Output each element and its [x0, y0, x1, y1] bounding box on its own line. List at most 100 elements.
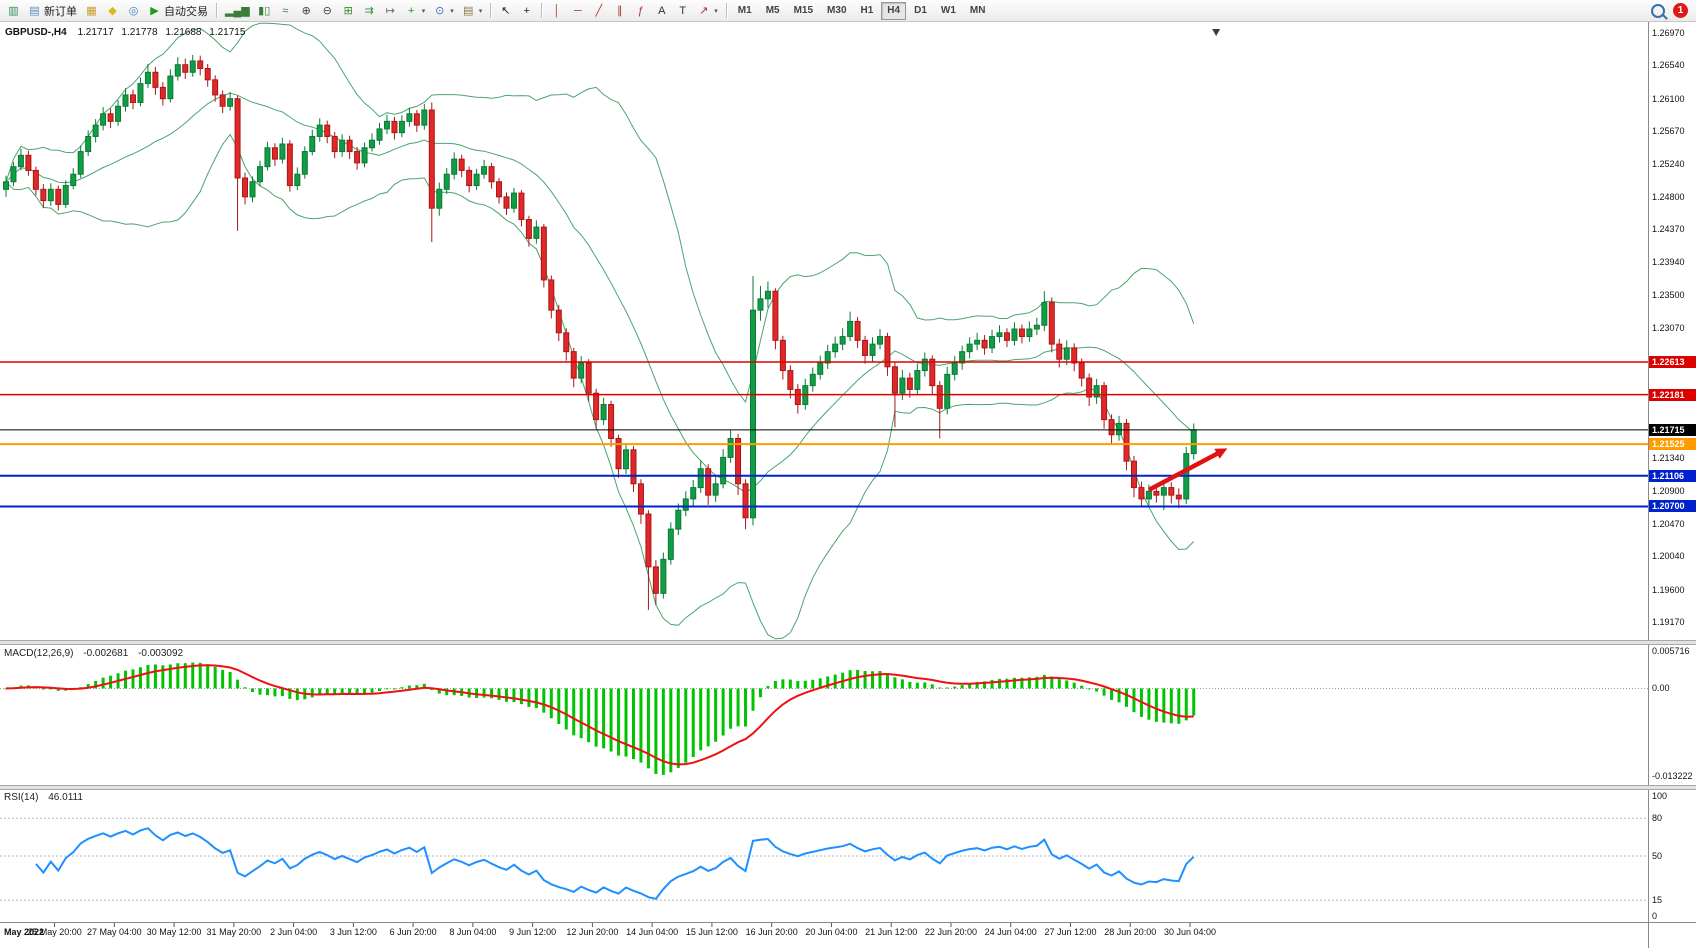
- tile-windows-icon-glyph: ⊞: [343, 4, 353, 17]
- rsi-name: RSI(14): [4, 792, 39, 803]
- vertical-line-icon-glyph: │: [553, 4, 561, 17]
- new-order-button-label: 新订单: [44, 5, 77, 18]
- time-scale-border: [0, 922, 1696, 923]
- timeframe-w1[interactable]: W1: [940, 4, 956, 16]
- metaeditor-icon[interactable]: ◆: [102, 1, 123, 21]
- trend-arrow-annotation[interactable]: [1147, 448, 1228, 492]
- macd-main-value: -0.002681: [83, 648, 129, 659]
- bar-chart-icon-glyph: ▂▄▆: [225, 4, 250, 17]
- arrows-icon-glyph: ↗: [699, 4, 709, 17]
- ohlc-open: 1.21717: [77, 27, 114, 38]
- macd-indicator-label: MACD(12,26,9) -0.002681 -0.003092: [4, 648, 190, 659]
- crosshair-icon-glyph: +: [523, 4, 530, 17]
- tile-windows-icon[interactable]: ⊞: [338, 1, 359, 21]
- zoom-out-icon-glyph: ⊖: [322, 4, 332, 17]
- macd-layer: [0, 662, 1648, 775]
- new-order-button[interactable]: ▤ 新订单: [24, 1, 81, 21]
- timeframe-m1[interactable]: M1: [737, 4, 752, 16]
- toolbar-separator: [490, 3, 492, 18]
- panel-splitter-rsi[interactable]: [0, 785, 1696, 790]
- toolbar-separator: [541, 3, 543, 18]
- trendline-icon-glyph: ╱: [595, 4, 603, 17]
- auto-scroll-icon[interactable]: ⇉: [359, 1, 380, 21]
- notification-badge[interactable]: 1: [1673, 3, 1688, 18]
- cursor-icon[interactable]: ↖: [495, 1, 516, 21]
- chart-shift-icon[interactable]: ↦: [380, 1, 401, 21]
- cursor-icon-glyph: ↖: [501, 4, 511, 17]
- time-scale[interactable]: [0, 923, 1648, 948]
- candlestick-chart-icon[interactable]: ▮▯: [254, 1, 275, 21]
- text-label-icon-glyph: T: [679, 4, 687, 17]
- ohlc-high: 1.21778: [121, 27, 158, 38]
- crosshair-icon[interactable]: +: [516, 1, 537, 21]
- strategy-tester-icon[interactable]: ◎: [123, 1, 144, 21]
- metaeditor-icon-glyph: ◆: [108, 4, 117, 17]
- app-icon[interactable]: ▥: [3, 1, 24, 21]
- vertical-line-icon[interactable]: │: [546, 1, 567, 21]
- timeframe-m15[interactable]: M15: [793, 4, 814, 16]
- fibonacci-icon[interactable]: ƒ: [630, 1, 651, 21]
- bollinger-layer: [5, 22, 1195, 640]
- toolbar: ▥ ▤ 新订单 ▦ ◆ ◎ ▶ 自动交易 ▂▄▆ ▮▯ ≈ ⊕ ⊖ ⊞ ⇉ ↦ + ▾ ⊙ ▾ ▤ ▾ ↖ + │ ─ ╱ ∥ ƒ A T ↗…: [0, 0, 1696, 22]
- macd-signal-value: -0.003092: [138, 648, 184, 659]
- timeframe-h1[interactable]: H1: [860, 4, 874, 16]
- indicators-icon[interactable]: + ▾: [401, 1, 430, 21]
- templates-icon[interactable]: ▤ ▾: [458, 1, 487, 21]
- macd-name: MACD(12,26,9): [4, 648, 74, 659]
- line-chart-icon-glyph: ≈: [282, 4, 289, 17]
- rsi-layer: [0, 817, 1648, 901]
- new-order-button-glyph: ▤: [29, 4, 40, 17]
- toolbar-buttons: ▥ ▤ 新订单 ▦ ◆ ◎ ▶ 自动交易 ▂▄▆ ▮▯ ≈ ⊕ ⊖ ⊞ ⇉ ↦ + ▾ ⊙ ▾ ▤ ▾ ↖ + │ ─ ╱ ∥ ƒ A T ↗…: [3, 1, 722, 21]
- indicators-icon-glyph: +: [408, 4, 415, 17]
- timeframe-mn[interactable]: MN: [969, 4, 986, 16]
- rsi-value: 46.0111: [48, 792, 83, 803]
- candlestick-chart-icon-glyph: ▮▯: [258, 4, 271, 17]
- app-icon-glyph: ▥: [8, 4, 19, 17]
- text-icon-glyph: A: [658, 4, 666, 17]
- chart-shift-icon-glyph: ↦: [385, 4, 395, 17]
- symbol-ohlc-info: GBPUSD-,H4 1.21717 1.21778 1.21688 1.217…: [5, 27, 250, 38]
- bar-chart-icon[interactable]: ▂▄▆: [221, 1, 254, 21]
- text-icon[interactable]: A: [651, 1, 672, 21]
- search-icon[interactable]: [1651, 3, 1665, 18]
- channel-icon-glyph: ∥: [617, 4, 623, 17]
- strategy-tester-icon-glyph: ◎: [128, 4, 139, 17]
- timeframe-toolbar: M1 M5 M15 M30 H1 H4 D1 W1 MN: [731, 1, 993, 20]
- timeframe-m30[interactable]: M30: [827, 4, 847, 16]
- toolbar-right: 1: [1651, 3, 1693, 18]
- horizontal-line-icon-glyph: ─: [573, 4, 582, 17]
- panel-splitter-macd[interactable]: [0, 640, 1696, 645]
- line-chart-icon[interactable]: ≈: [275, 1, 296, 21]
- periods-icon-glyph: ⊙: [435, 4, 445, 17]
- rsi-indicator-label: RSI(14) 46.0111: [4, 792, 90, 803]
- timeframe-h4[interactable]: H4: [881, 1, 907, 20]
- auto-trading-button[interactable]: ▶ 自动交易: [144, 1, 212, 21]
- ohlc-close: 1.21715: [209, 27, 246, 38]
- periods-icon[interactable]: ⊙ ▾: [429, 1, 458, 21]
- periods-icon-caret: ▾: [450, 7, 454, 15]
- zoom-out-icon[interactable]: ⊖: [317, 1, 338, 21]
- auto-scroll-icon-glyph: ⇉: [364, 4, 374, 17]
- zoom-in-icon[interactable]: ⊕: [296, 1, 317, 21]
- chart-shift-marker[interactable]: [1212, 29, 1221, 36]
- market-watch-icon[interactable]: ▦: [81, 1, 102, 21]
- arrows-icon-caret: ▾: [714, 7, 718, 15]
- templates-icon-glyph: ▤: [463, 4, 474, 17]
- templates-icon-caret: ▾: [478, 7, 483, 15]
- toolbar-separator: [725, 3, 727, 18]
- timeframe-d1[interactable]: D1: [914, 4, 927, 16]
- market-watch-icon-glyph: ▦: [86, 4, 97, 17]
- chart-area[interactable]: [0, 22, 1696, 948]
- timeframe-m5[interactable]: M5: [765, 4, 780, 16]
- arrows-icon[interactable]: ↗ ▾: [693, 1, 722, 21]
- candles-layer: [3, 54, 1197, 610]
- auto-trading-button-glyph: ▶: [150, 4, 159, 17]
- indicators-icon-caret: ▾: [421, 7, 426, 15]
- text-label-icon[interactable]: T: [672, 1, 693, 21]
- trendline-icon[interactable]: ╱: [588, 1, 609, 21]
- channel-icon[interactable]: ∥: [609, 1, 630, 21]
- horizontal-line-icon[interactable]: ─: [567, 1, 588, 21]
- toolbar-separator: [216, 3, 217, 18]
- ohlc-low: 1.21688: [165, 27, 202, 38]
